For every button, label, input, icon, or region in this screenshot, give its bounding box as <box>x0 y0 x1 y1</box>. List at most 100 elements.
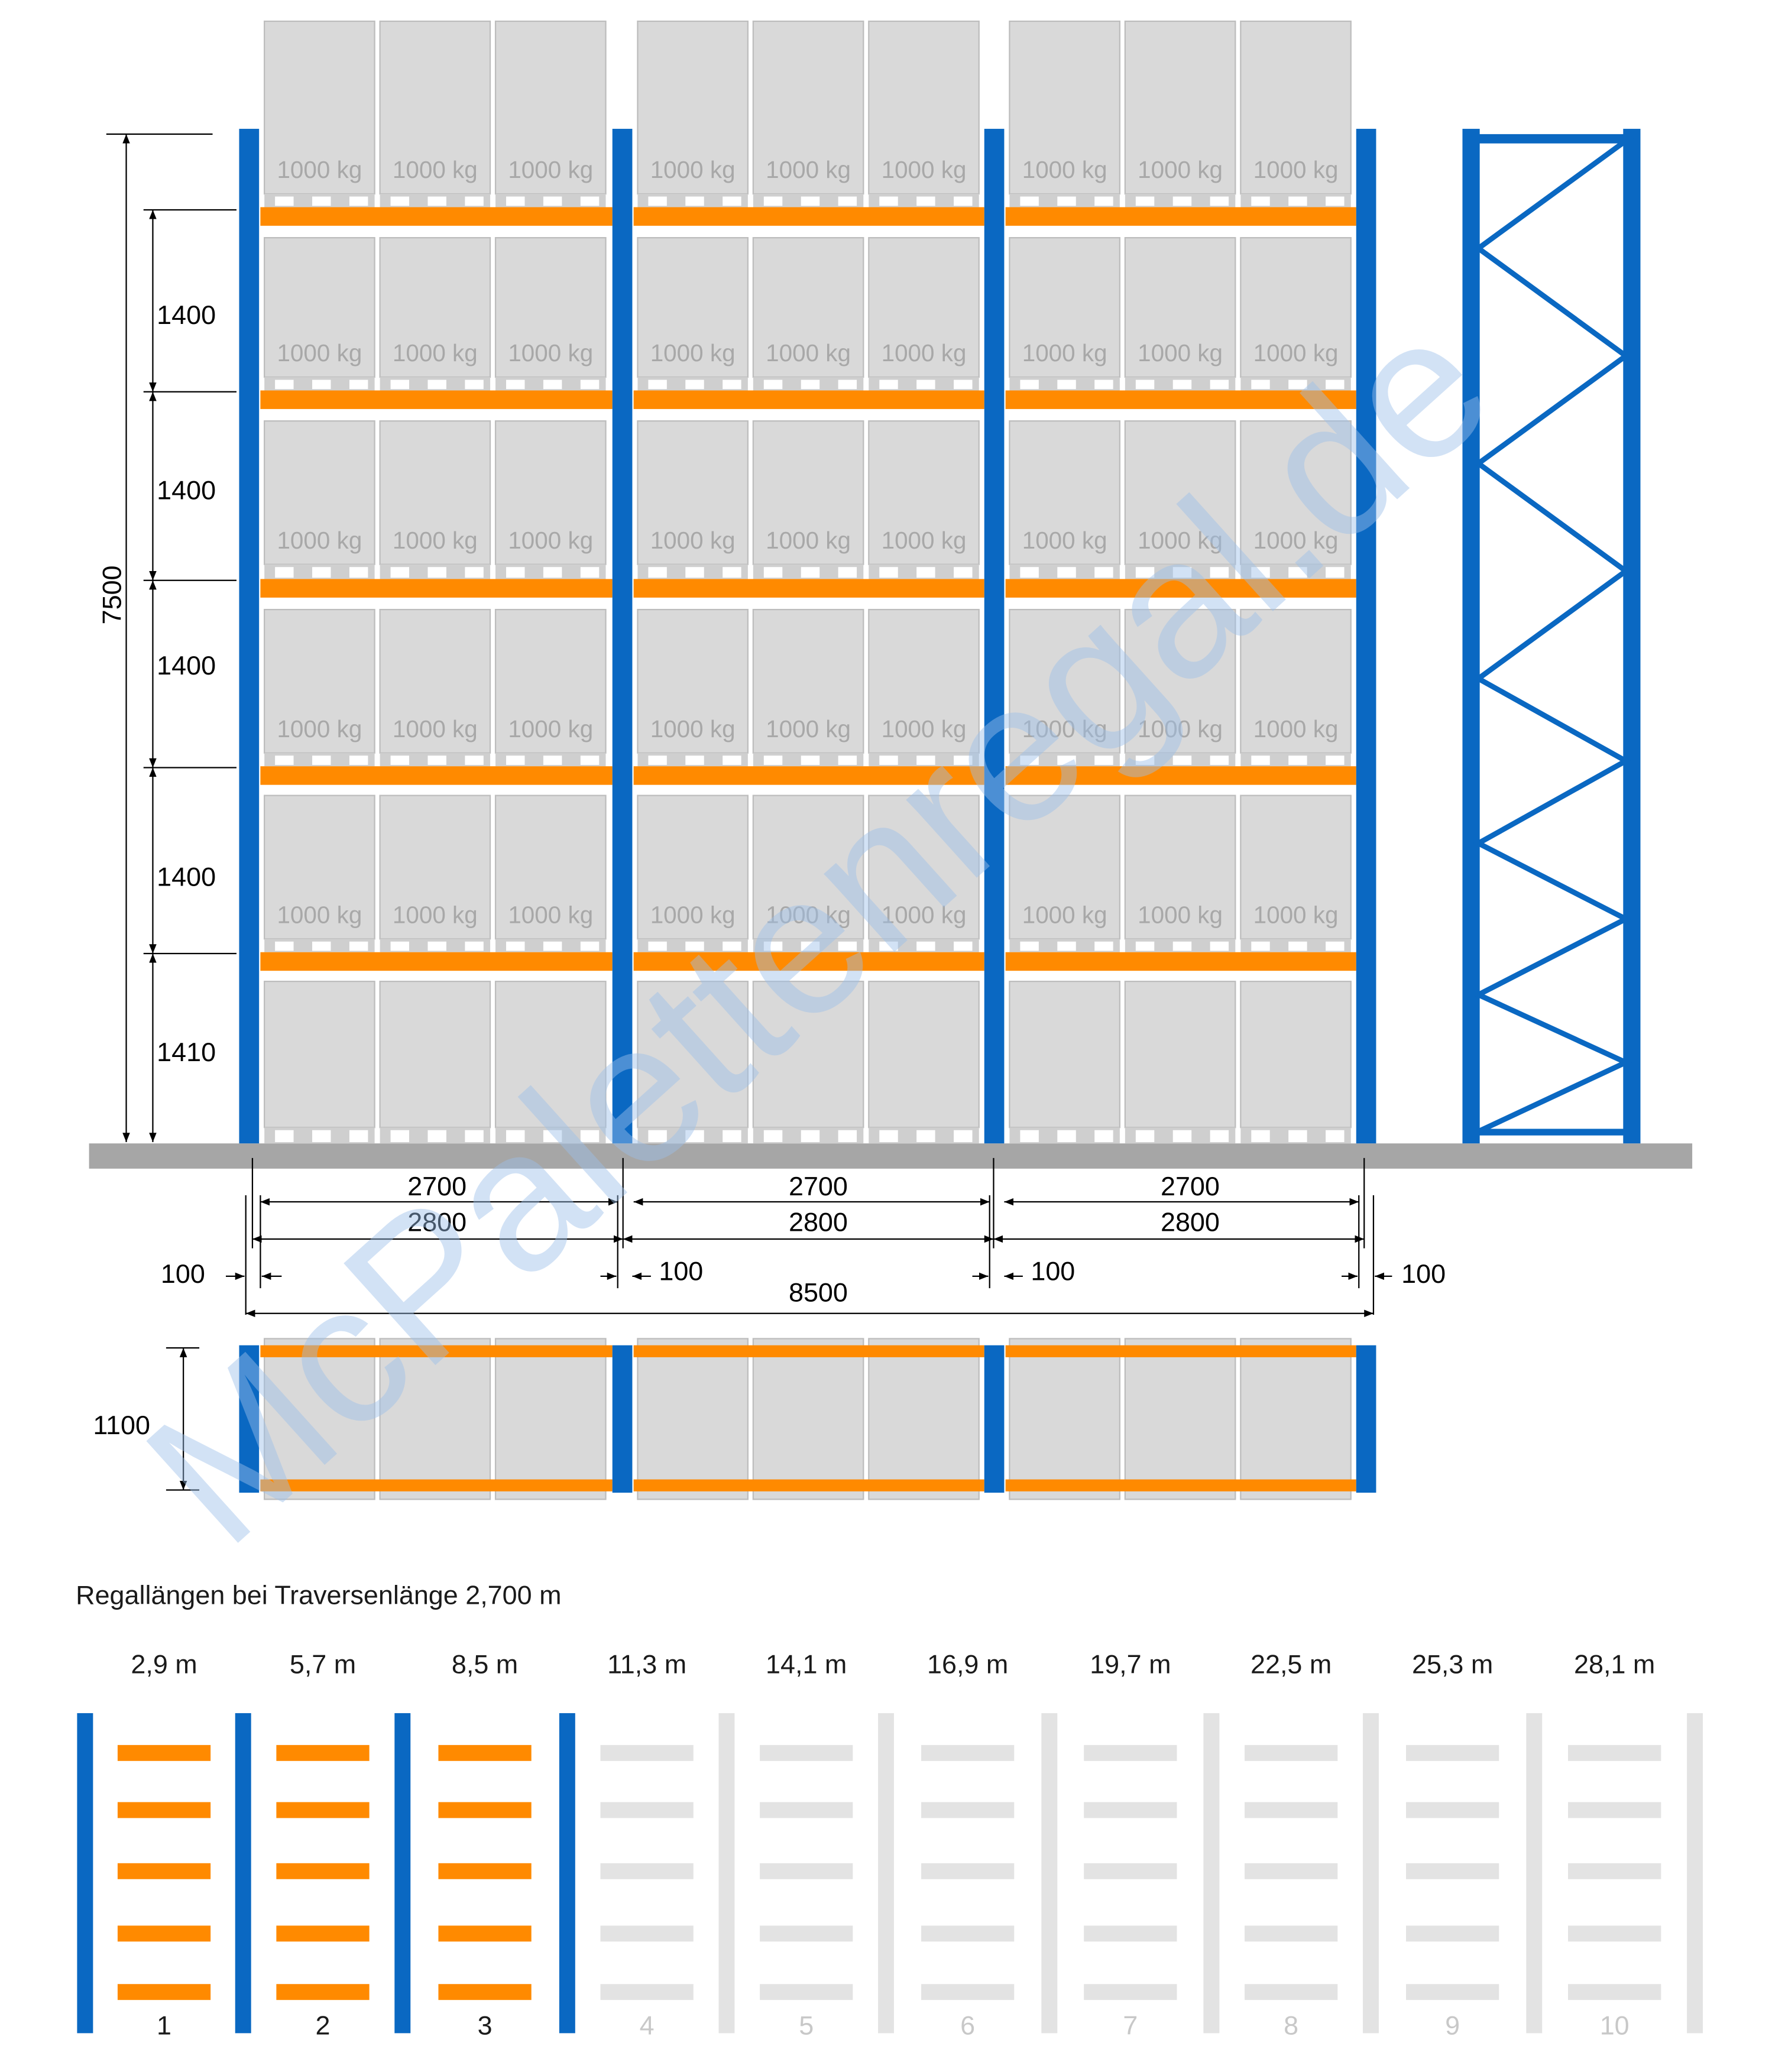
dim-level-height-5: 1410 <box>157 1037 216 1067</box>
pallet-box <box>868 795 980 940</box>
legend-beam <box>1405 1802 1499 1818</box>
pallet-box <box>494 236 607 378</box>
pallet-box <box>637 420 749 565</box>
top-pallet <box>637 1338 749 1500</box>
pallet-block <box>648 941 667 951</box>
pallet-block <box>275 196 294 206</box>
pallet-box <box>752 420 864 565</box>
top-upright <box>1356 1345 1376 1493</box>
load-label: 1000 kg <box>650 715 736 742</box>
dimension-lines <box>106 133 1392 1491</box>
pallet-box <box>1124 20 1236 195</box>
load-label: 1000 kg <box>1138 156 1223 183</box>
legend-upright <box>235 1713 251 2034</box>
load-label: 1000 kg <box>1138 715 1223 742</box>
pallet-block <box>1210 755 1229 765</box>
pallet-block <box>1135 1130 1155 1142</box>
load-label: 1000 kg <box>277 715 362 742</box>
pallet-block <box>954 380 973 390</box>
pallet-block <box>763 941 783 951</box>
pallet-block <box>1251 755 1270 765</box>
dim-beam-inner-2: 2700 <box>789 1171 848 1201</box>
legend-beam <box>1405 1744 1499 1761</box>
pallet-block <box>427 380 446 390</box>
pallet-block <box>954 1130 973 1142</box>
legend-number-2: 2 <box>316 2011 331 2041</box>
beam <box>1005 579 1356 598</box>
load-label: 1000 kg <box>393 156 478 183</box>
top-beam <box>260 1345 613 1357</box>
pallet-block <box>1251 567 1270 578</box>
pallet-box <box>264 609 375 754</box>
load-label: 1000 kg <box>1022 156 1107 183</box>
beam <box>260 766 613 785</box>
legend-upright <box>1041 1713 1058 2034</box>
legend-beam <box>1245 1744 1338 1761</box>
legend-number-6: 6 <box>960 2011 975 2041</box>
beam <box>633 579 984 598</box>
legend-beam <box>760 1925 853 1942</box>
top-pallet <box>1009 1338 1121 1500</box>
pallet-block <box>506 567 525 578</box>
pallet-block <box>1210 567 1229 578</box>
load-label: 1000 kg <box>508 527 593 554</box>
pallet-block <box>1288 1130 1307 1142</box>
legend-beam <box>600 1744 694 1761</box>
load-label: 1000 kg <box>766 156 851 183</box>
pallet-block <box>580 941 600 951</box>
legend-beam <box>1084 1984 1177 2000</box>
pallet-block <box>390 941 410 951</box>
legend-beam <box>600 1863 694 1879</box>
legend-beam <box>1405 1863 1499 1879</box>
legend-beam <box>438 1802 532 1818</box>
dim-level-height-1: 1400 <box>157 300 216 330</box>
pallet-block <box>838 941 857 951</box>
pallet-box <box>1124 609 1236 754</box>
load-label: 1000 kg <box>882 156 967 183</box>
top-upright <box>984 1345 1005 1493</box>
pallet-block <box>763 1130 783 1142</box>
pallet-block <box>506 380 525 390</box>
pallet-block <box>723 755 741 765</box>
load-label: 1000 kg <box>393 527 478 554</box>
pallet-block <box>1251 196 1270 206</box>
pallet-box <box>868 236 980 378</box>
legend-number-4: 4 <box>640 2011 655 2041</box>
pallet-block <box>879 755 898 765</box>
pallet-box <box>264 20 375 195</box>
load-label: 1000 kg <box>277 339 362 367</box>
pallet-block <box>1251 941 1270 951</box>
legend-beam <box>117 1984 211 2000</box>
beam <box>633 952 984 971</box>
load-label: 1000 kg <box>766 901 851 928</box>
legend-number-8: 8 <box>1284 2011 1298 2041</box>
pallet-block <box>580 567 600 578</box>
pallet-block <box>1094 755 1113 765</box>
load-label: 1000 kg <box>882 527 967 554</box>
pallet-box <box>1124 981 1236 1129</box>
top-pallet <box>752 1338 864 1500</box>
pallet-block <box>879 380 898 390</box>
pallet-block <box>1288 196 1307 206</box>
legend-beam <box>760 1744 853 1761</box>
upright <box>984 128 1005 1144</box>
pallet-block <box>580 196 600 206</box>
top-beam <box>260 1479 613 1491</box>
upright <box>612 128 633 1144</box>
pallet-block <box>838 196 857 206</box>
pallet-block <box>1172 755 1192 765</box>
pallet-block <box>1172 567 1192 578</box>
legend-beam <box>921 1925 1015 1942</box>
pallet-box <box>752 20 864 195</box>
pallet-block <box>1210 196 1229 206</box>
pallet-block <box>648 567 667 578</box>
lengths-legend: 2,9 m 1 5,7 m 2 8,5 m 3 11,3 m 4 14,1 m 5 16,9 m 6 1… <box>77 1649 1703 2041</box>
legend-length-9: 25,3 m <box>1412 1649 1493 1679</box>
load-label: 1000 kg <box>766 339 851 367</box>
pallet-box <box>1240 981 1352 1129</box>
pallet-block <box>543 196 562 206</box>
legend-upright <box>878 1713 894 2034</box>
top-beam <box>1005 1345 1356 1357</box>
legend-length-4: 11,3 m <box>607 1649 686 1679</box>
floor <box>89 1143 1693 1169</box>
